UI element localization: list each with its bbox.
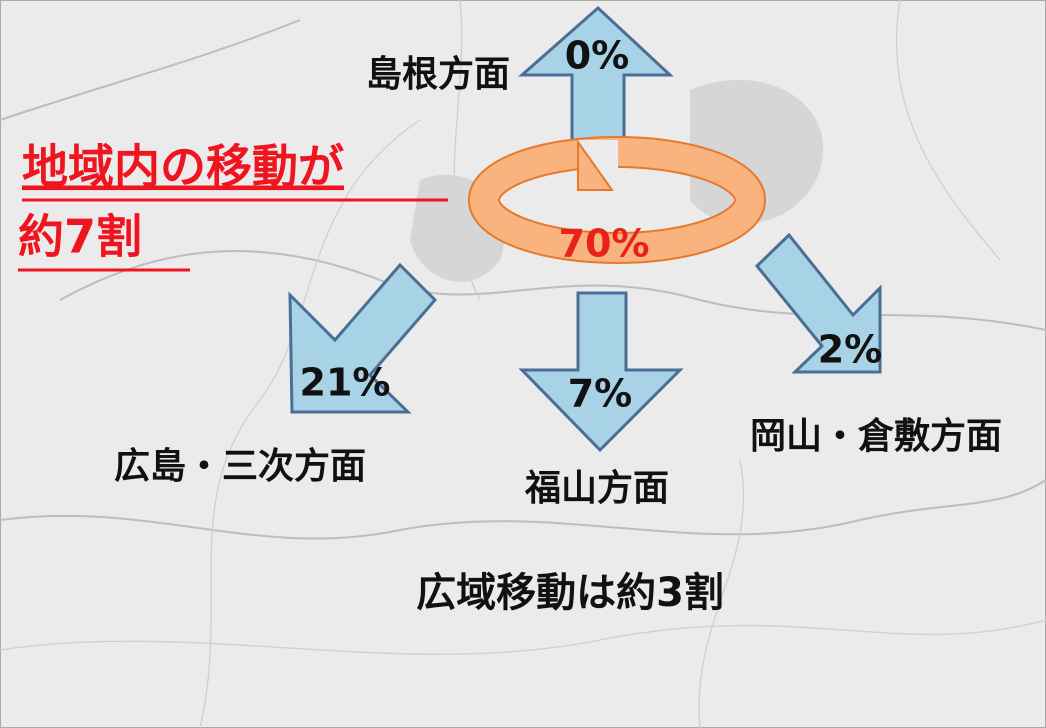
internal-share: 70% <box>559 222 650 266</box>
arrow-south <box>518 291 684 453</box>
direction-label: 岡山・倉敷方面 <box>750 416 1002 457</box>
arrow-north <box>518 5 674 145</box>
direction-share: 2% <box>818 328 883 372</box>
direction-label: 福山方面 <box>524 468 669 509</box>
direction-label: 島根方面 <box>366 54 510 95</box>
footer-text: 広域移動は約3割 <box>416 570 724 616</box>
direction-share: 21% <box>300 361 391 405</box>
direction-share: 7% <box>568 372 633 416</box>
arrow-southeast <box>754 232 882 374</box>
headline-line: 約7割 <box>18 210 142 264</box>
internal-ring <box>468 136 766 264</box>
headline-line: 地域内の移動が <box>22 140 344 194</box>
direction-share: 0% <box>565 34 630 78</box>
direction-label: 広島・三次方面 <box>114 446 366 487</box>
arrow-southwest <box>288 262 438 414</box>
